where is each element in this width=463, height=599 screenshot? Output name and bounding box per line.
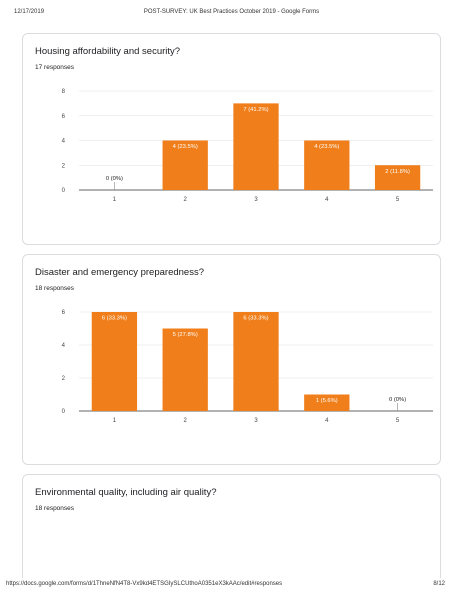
- x-tick-label: 2: [184, 418, 188, 424]
- y-tick-label: 2: [62, 163, 66, 169]
- data-label: 6 (33.3%): [102, 316, 127, 322]
- question-title: Disaster and emergency preparedness?: [35, 267, 204, 278]
- y-tick-label: 0: [62, 188, 66, 194]
- page-number: 8/12: [433, 581, 445, 587]
- bar: [233, 312, 279, 411]
- data-label: 7 (41.2%): [243, 107, 268, 113]
- x-tick-label: 4: [325, 197, 329, 203]
- x-tick-label: 1: [113, 418, 117, 424]
- y-tick-label: 6: [62, 114, 66, 120]
- question-card-housing: Housing affordability and security? 17 r…: [22, 33, 441, 245]
- y-tick-label: 4: [62, 139, 66, 145]
- print-url: https://docs.google.com/forms/d/1ThneNfN…: [6, 581, 283, 587]
- y-tick-label: 8: [62, 89, 66, 95]
- data-label: 0 (0%): [389, 397, 406, 403]
- question-card-disaster: Disaster and emergency preparedness? 18 …: [22, 254, 441, 465]
- x-tick-label: 5: [396, 418, 400, 424]
- data-label: 6 (33.3%): [243, 316, 268, 322]
- print-title: POST-SURVEY: UK Best Practices October 2…: [143, 9, 320, 15]
- x-tick-label: 2: [184, 197, 188, 203]
- y-tick-label: 2: [62, 376, 66, 382]
- data-label: 5 (27.8%): [173, 332, 198, 338]
- print-date: 12/17/2019: [14, 9, 45, 15]
- bar-chart-disaster: 0 2 4 6 6 (33.3%) 1 5 (27.8%) 2 6 (33.3%) 3 1 (5.6…: [62, 310, 433, 424]
- bar: [304, 140, 350, 190]
- x-tick-label: 5: [396, 197, 400, 203]
- y-tick-label: 0: [62, 409, 66, 415]
- bar: [374, 165, 421, 190]
- print-header: 12/17/2019 POST-SURVEY: UK Best Practice…: [0, 6, 463, 18]
- bar: [162, 140, 208, 190]
- x-tick-label: 3: [254, 197, 258, 203]
- response-count: 18 responses: [35, 285, 75, 292]
- data-label: 0 (0%): [106, 176, 123, 182]
- question-title: Housing affordability and security?: [35, 46, 181, 57]
- x-tick-label: 1: [113, 197, 117, 203]
- data-label: 2 (11.8%): [385, 169, 410, 175]
- data-label: 4 (23.5%): [173, 144, 198, 150]
- bar: [91, 312, 138, 411]
- y-tick-label: 4: [62, 343, 66, 349]
- response-count: 18 responses: [35, 505, 75, 512]
- bar: [304, 394, 350, 411]
- data-label: 1 (5.6%): [316, 398, 338, 404]
- x-tick-label: 4: [325, 418, 329, 424]
- bar: [233, 103, 279, 190]
- x-tick-label: 3: [254, 418, 258, 424]
- y-tick-label: 6: [62, 310, 66, 316]
- bar-chart-housing: 0 2 4 6 8 0 (0%) 1 4 (23.5%) 2 7 (41.2%) 3 4 (23.5%…: [62, 89, 433, 203]
- data-label: 4 (23.5%): [314, 144, 339, 150]
- response-count: 17 responses: [35, 64, 75, 71]
- question-title: Environmental quality, including air qua…: [35, 487, 217, 498]
- print-footer: https://docs.google.com/forms/d/1ThneNfN…: [0, 578, 463, 590]
- question-card-environmental: Environmental quality, including air qua…: [22, 474, 441, 578]
- bar: [162, 328, 208, 411]
